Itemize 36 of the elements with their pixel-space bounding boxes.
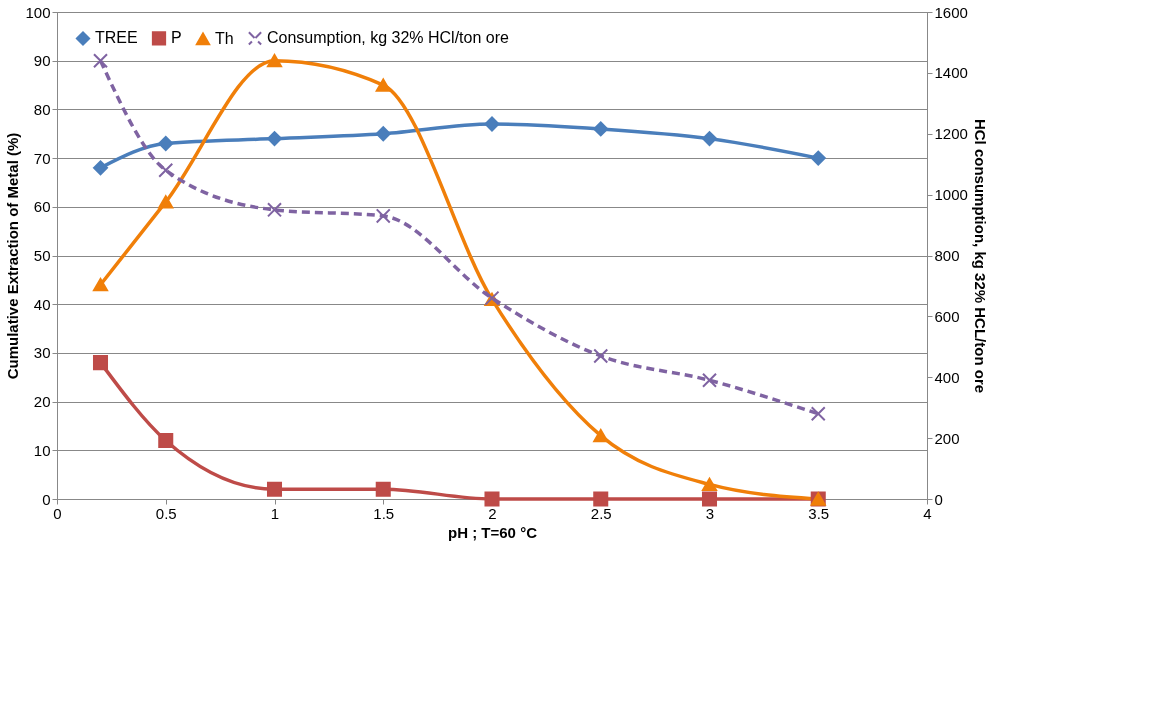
x-tick-label: 3.5	[808, 504, 830, 522]
y-tick-label: 80	[33, 100, 51, 118]
y2-tick-label: 400	[934, 368, 960, 386]
y-tick-label: 50	[33, 247, 51, 264]
y-tick-label: 70	[33, 149, 51, 167]
y-tick-label: 0	[42, 490, 51, 508]
y2-tick-label: 800	[934, 247, 960, 264]
y-tick-label: 20	[33, 393, 51, 411]
y2-tick-label: 200	[934, 429, 960, 447]
x-axis-title: pH ; T=60 °C	[448, 523, 538, 541]
legend-label: Th	[215, 29, 234, 47]
x-tick-label: 4	[923, 504, 932, 522]
y2-axis-title: HCl consumption, kg 32% HCL/ton ore	[971, 118, 989, 394]
x-tick-label: 2.5	[590, 504, 612, 522]
y-tick-label: 10	[33, 441, 51, 459]
y2-tick-label: 1200	[934, 125, 968, 143]
legend-label: P	[171, 29, 182, 47]
x-tick-label: 0.5	[155, 504, 177, 522]
y-tick-label: 100	[25, 3, 51, 21]
y-tick-label: 90	[33, 52, 51, 70]
legend-label: TREE	[95, 29, 138, 47]
y2-tick-label: 1600	[934, 3, 968, 21]
y2-tick-label: 0	[934, 490, 943, 508]
y2-tick-label: 1000	[934, 186, 968, 204]
x-tick-label: 3	[705, 504, 715, 522]
y2-tick-label: 1400	[934, 64, 968, 82]
y2-tick-label: 600	[934, 307, 960, 325]
x-tick-label: 1.5	[373, 504, 395, 522]
x-tick-label: 1	[270, 504, 280, 522]
y-tick-label: 40	[33, 295, 51, 313]
y-axis-title: Cumulative Extraction of Metal (%)	[4, 132, 22, 380]
y-tick-label: 60	[33, 198, 51, 216]
y-tick-label: 30	[33, 344, 51, 362]
legend-label: Consumption, kg 32% HCl/ton ore	[267, 29, 509, 47]
x-tick-label: 0	[53, 504, 62, 522]
x-tick-label: 2	[488, 504, 497, 522]
